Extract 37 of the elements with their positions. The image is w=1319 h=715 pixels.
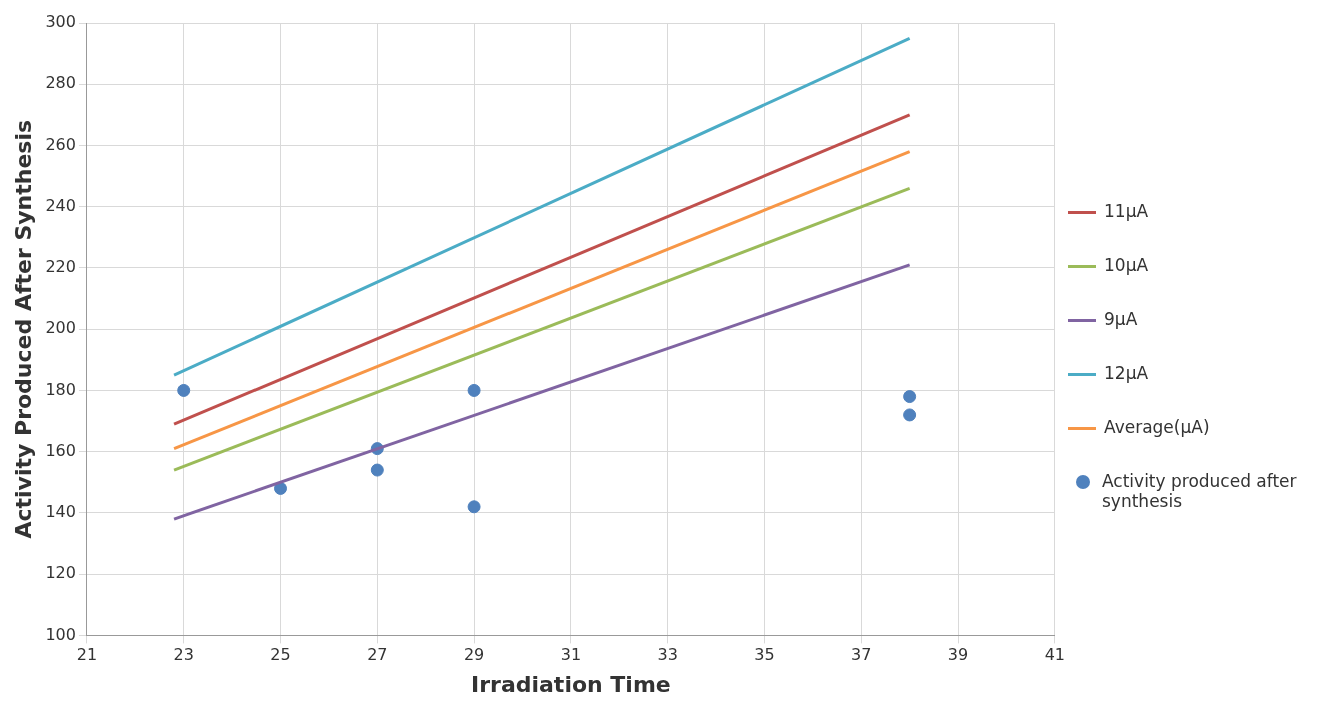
x-tick-label: 29: [463, 645, 485, 665]
x-tick-label: 31: [560, 645, 582, 665]
legend-label: 11µA: [1104, 200, 1149, 221]
x-tick-label: 27: [367, 645, 388, 665]
point: [467, 383, 481, 397]
x-tick-label: 41: [1044, 645, 1065, 665]
point: [177, 383, 191, 397]
y-tick-label: 280: [45, 73, 76, 93]
legend-label: Average(µA): [1104, 416, 1210, 437]
y-tick-label: 240: [45, 195, 76, 215]
x-tick-label: 25: [270, 645, 291, 665]
x-tick-label: 33: [657, 645, 678, 665]
x-tick-label: 39: [947, 645, 969, 665]
point: [274, 481, 288, 495]
legend-label: Activity produced after synthesis: [1102, 470, 1298, 511]
point: [370, 463, 384, 477]
y-tick-label: 300: [45, 12, 76, 32]
x-tick-label: 21: [76, 645, 98, 665]
y-tick-label: 260: [45, 134, 76, 154]
y-tick-label: 220: [45, 257, 76, 277]
y-tick-label: 200: [45, 318, 76, 338]
point: [903, 390, 917, 404]
x-tick-label: 35: [754, 645, 775, 665]
y-tick-label: 160: [45, 440, 76, 460]
y-tick-label: 180: [45, 379, 76, 399]
x-tick-label: 37: [851, 645, 872, 665]
legend-label: 12µA: [1104, 362, 1149, 383]
y-tick-label: 100: [45, 624, 76, 644]
legend-label: 10µA: [1104, 254, 1149, 275]
y-tick-label: 120: [45, 563, 76, 583]
y-tick-label: 140: [45, 502, 76, 522]
point: [903, 408, 917, 422]
x-tick-label: 23: [173, 645, 194, 665]
point: [467, 500, 481, 514]
legend-label: 9µA: [1104, 308, 1138, 329]
x-axis-title: Irradiation Time: [471, 671, 671, 697]
y-axis-title: Activity Produced After Synthesis: [10, 119, 36, 539]
